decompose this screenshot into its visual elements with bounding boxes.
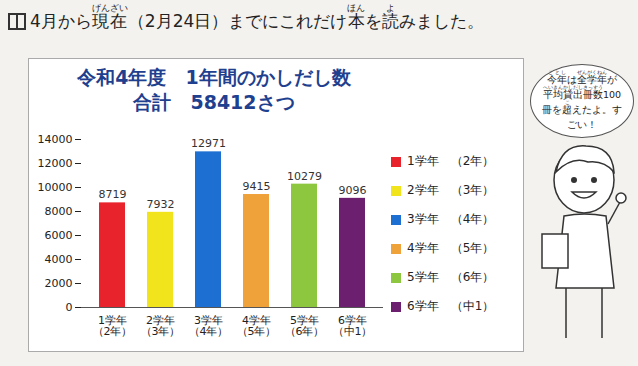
html-text:1学年 （2年）: 1学年 （2年） [407,154,495,168]
svg-text:8719: 8719 [99,188,127,201]
svg-text:10279: 10279 [287,170,322,183]
svg-text:8000: 8000 [45,205,73,218]
html-text:を読: を読 [365,11,400,31]
svg-text:9415: 9415 [243,180,271,193]
svg-text:6000: 6000 [45,229,73,242]
svg-text:2学年（3年）: 2学年（3年） [141,314,181,338]
html-text:（2月24日）までにこれだけ本: （2月24日）までにこれだけ本 [127,11,366,31]
html-text:みました。: みました。 [399,11,485,31]
svg-text:4000: 4000 [45,253,73,266]
html-text:4学年 （5年）: 4学年 （5年） [407,241,495,255]
svg-text:10000: 10000 [38,181,73,194]
svg-text:12971: 12971 [191,137,226,150]
html-text:6学年 （中1）: 6学年 （中1） [407,299,495,313]
html-text:ほん: ほん [347,3,366,13]
html-text:こ: こ [562,100,572,105]
html-text:へいきん: へいきん [542,85,563,90]
html-text:かしだしさっすう: かしだしさっすう [562,85,603,90]
svg-text:9096: 9096 [339,184,367,197]
html-text:げんざい: げんざい [91,3,128,13]
svg-text:6学年（中1）: 6学年（中1） [333,314,373,338]
html-text:100冊を超: 100冊を超 [542,89,622,115]
svg-text:0: 0 [66,301,73,314]
svg-text:3学年（4年）: 3学年（4年） [189,314,229,338]
html-text:よ: よ [382,3,400,13]
svg-text:1学年（2年）: 1学年（2年） [93,314,133,338]
svg-text:5学年（6年）: 5学年（6年） [285,314,325,338]
html-text:3学年 （4年）: 3学年 （4年） [407,212,495,226]
svg-text:2000: 2000 [45,277,73,290]
html-text:今年: 今年 [547,74,567,85]
html-text:は全学年: は全学年 [567,74,607,85]
html-text:が: が [607,74,617,85]
html-text:5学年 （6年）: 5学年 （6年） [407,270,495,284]
html-text:4月から現在: 4月から現在 [30,11,128,31]
html-text:令和4年度 1年間のかしだし数: 令和4年度 1年間のかしだし数 [77,66,351,88]
svg-text:14000: 14000 [38,133,73,146]
html-text:ことし: ことし [547,70,567,75]
svg-text:4学年（5年）: 4学年（5年） [237,314,277,338]
html-text:貸出冊数: 貸出冊数 [562,89,603,100]
html-text:平均: 平均 [542,89,563,100]
html-text:合計 58412さつ: 合計 58412さつ [133,91,295,113]
html-text:ぜんがくねん: ぜんがくねん [577,70,607,75]
svg-text:7932: 7932 [147,198,175,211]
html-text:2学年 （3年）: 2学年 （3年） [407,183,495,197]
html-text:えたよ。すごい！: えたよ。すごい！ [567,104,622,130]
svg-text:12000: 12000 [38,157,73,170]
